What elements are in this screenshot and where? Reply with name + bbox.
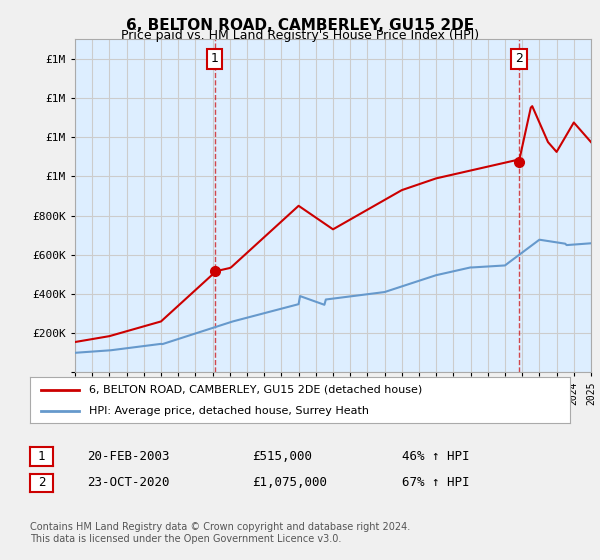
Text: 67% ↑ HPI: 67% ↑ HPI [402, 476, 470, 489]
Text: 1: 1 [211, 52, 218, 66]
Text: Contains HM Land Registry data © Crown copyright and database right 2024.
This d: Contains HM Land Registry data © Crown c… [30, 522, 410, 544]
Text: 2: 2 [38, 477, 45, 489]
Text: 6, BELTON ROAD, CAMBERLEY, GU15 2DE (detached house): 6, BELTON ROAD, CAMBERLEY, GU15 2DE (det… [89, 385, 422, 395]
Text: £1,075,000: £1,075,000 [252, 476, 327, 489]
Text: Price paid vs. HM Land Registry's House Price Index (HPI): Price paid vs. HM Land Registry's House … [121, 29, 479, 42]
Text: 6, BELTON ROAD, CAMBERLEY, GU15 2DE: 6, BELTON ROAD, CAMBERLEY, GU15 2DE [126, 18, 474, 33]
Text: 20-FEB-2003: 20-FEB-2003 [87, 450, 170, 463]
Text: HPI: Average price, detached house, Surrey Heath: HPI: Average price, detached house, Surr… [89, 407, 370, 416]
Text: 2: 2 [515, 52, 523, 66]
Text: 23-OCT-2020: 23-OCT-2020 [87, 476, 170, 489]
Text: 1: 1 [38, 450, 45, 463]
Text: 46% ↑ HPI: 46% ↑ HPI [402, 450, 470, 463]
Text: £515,000: £515,000 [252, 450, 312, 463]
